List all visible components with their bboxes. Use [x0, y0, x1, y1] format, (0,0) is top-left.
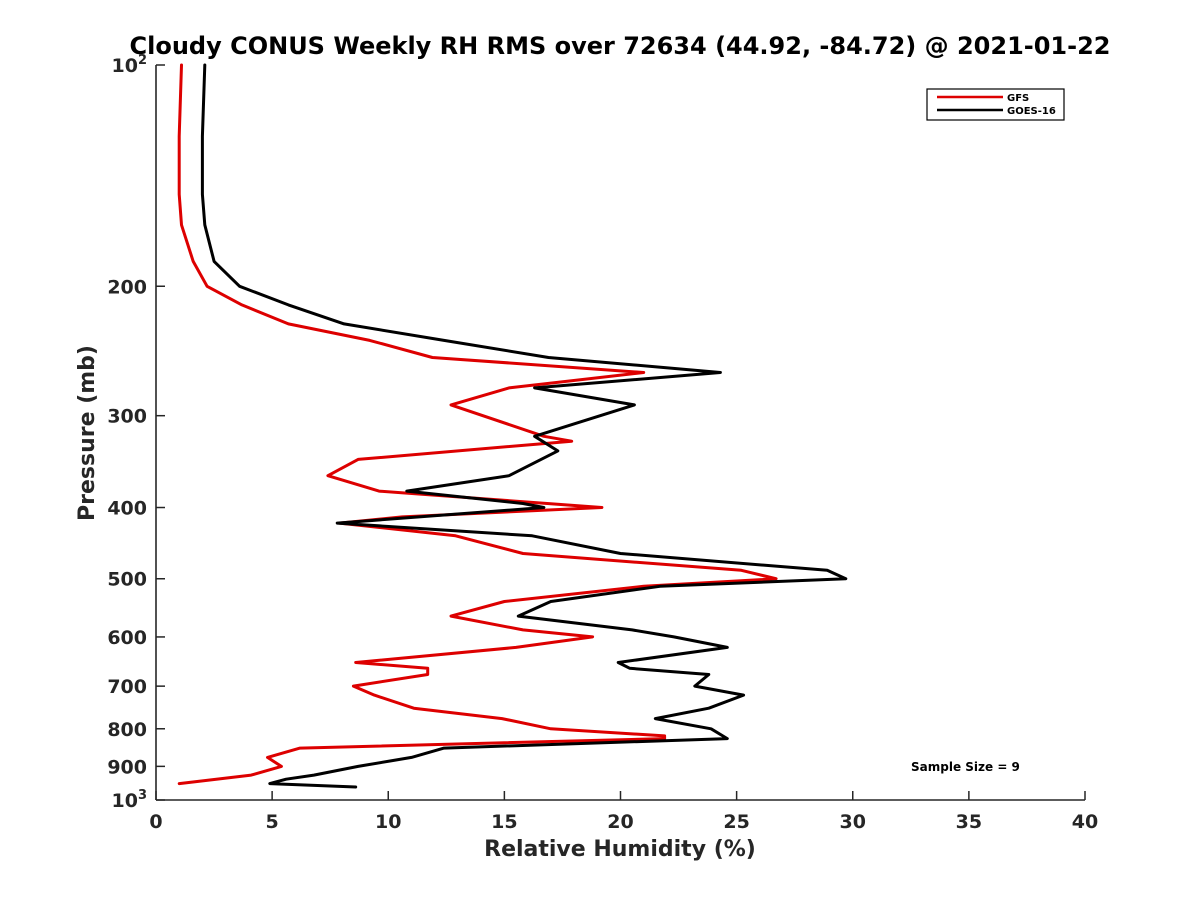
y-tick-label: 102	[112, 53, 148, 77]
x-tick-label: 35	[956, 811, 982, 833]
x-tick-label: 5	[266, 811, 279, 833]
x-tick-label: 40	[1072, 811, 1098, 833]
x-tick-label: 25	[723, 811, 749, 833]
legend-label-goes16: GOES-16	[1007, 106, 1056, 117]
plot-lines	[177, 63, 848, 789]
y-tick-label: 600	[107, 627, 147, 649]
y-tick-label: 300	[107, 406, 147, 428]
y-tick-label: 200	[107, 276, 147, 298]
x-tick-label: 30	[840, 811, 866, 833]
x-axis-label: Relative Humidity (%)	[484, 837, 756, 862]
series-line-gfs	[177, 63, 778, 786]
sample-size-annotation: Sample Size = 9	[911, 760, 1020, 774]
x-tick-label: 20	[607, 811, 633, 833]
x-ticks: 0 5 10 15 20 25 30 35 40	[149, 791, 1098, 833]
y-tick-label: 500	[107, 569, 147, 591]
legend-label-gfs: GFS	[1007, 93, 1029, 104]
y-tick-label: 800	[107, 719, 147, 741]
y-tick-label: 400	[107, 498, 147, 520]
x-tick-label: 15	[491, 811, 517, 833]
legend-box	[926, 88, 1065, 121]
series-line-goes16	[200, 63, 848, 789]
y-axis-label: Pressure (mb)	[75, 345, 100, 521]
y-tick-label: 103	[112, 788, 148, 812]
y-ticks: 102 200 300 400 500 600 700 800 900 103	[107, 53, 165, 812]
x-tick-label: 10	[375, 811, 401, 833]
x-tick-label: 0	[149, 811, 162, 833]
y-tick-label: 900	[107, 756, 147, 778]
y-tick-label: 700	[107, 676, 147, 698]
chart-title: Cloudy CONUS Weekly RH RMS over 72634 (4…	[130, 32, 1111, 60]
legend: GFS GOES-16	[926, 88, 1065, 121]
